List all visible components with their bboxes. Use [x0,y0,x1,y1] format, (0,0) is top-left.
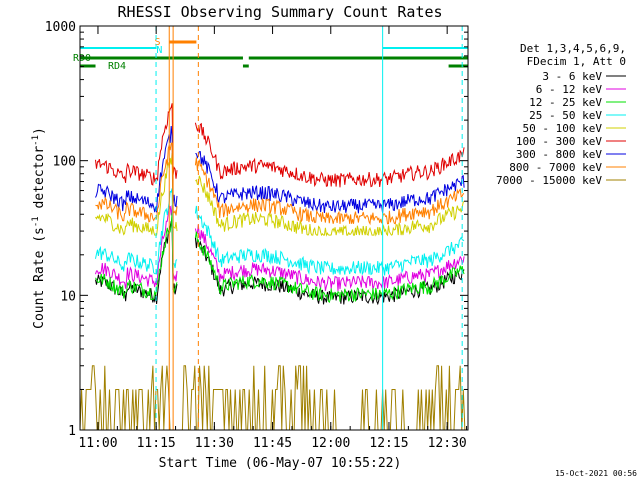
legend-label-4: 50 - 100 keV [523,122,603,135]
legend-label-6: 300 - 800 keV [516,148,602,161]
y-tick-label: 1000 [45,20,76,35]
flag-s-label: S [154,37,160,48]
x-tick-label: 11:00 [78,436,117,451]
x-tick-label: 11:30 [195,436,234,451]
flag-rd0-label: RD0 [73,53,91,64]
series-line-6 [95,125,465,214]
plot-frame [79,25,469,431]
x-tick-label: 12:00 [311,436,350,451]
y-axis-label: Count Rate (s-1 detector-1) [31,127,47,329]
axes: 11:00 11:15 11:30 11:45 12:00 12:15 12:30 1 10 10… [45,20,469,451]
legend-label-7: 800 - 7000 keV [509,161,602,174]
y-tick-label: 10 [60,289,76,304]
flag-rd4-label: RD4 [108,61,126,72]
chart-title: RHESSI Observing Summary Count Rates [117,3,442,21]
x-tick-label: 11:45 [253,436,292,451]
plot-area: SN RD0 RD4 [73,26,468,431]
y-tick-label: 100 [53,155,76,170]
series-line-5 [95,103,465,188]
legend-label-8: 7000 - 15000 keV [496,174,602,187]
legend-label-1: 6 - 12 keV [536,83,603,96]
x-tick-label: 12:30 [428,436,467,451]
legend-label-5: 100 - 300 keV [516,135,602,148]
legend-header-0: Det 1,3,4,5,6,9, [520,42,626,55]
x-axis-label: Start Time (06-May-07 10:55:22) [159,456,402,471]
y-tick-label: 1 [68,424,76,439]
legend-label-3: 25 - 50 keV [529,109,602,122]
legend-header-1: FDecim 1, Att 0 [527,55,626,68]
footer-timestamp: 15-Oct-2021 00:56 [555,469,637,478]
series-line-2 [95,212,465,304]
series-line-3 [95,188,465,276]
flag-n-label: N [156,45,162,56]
series-line-4 [95,153,465,237]
legend-label-2: 12 - 25 keV [529,96,602,109]
legend: Det 1,3,4,5,6,9,FDecim 1, Att 0 3 - 6 keV… [496,42,626,187]
series-line-1 [95,205,465,292]
x-tick-label: 12:15 [369,436,408,451]
legend-label-0: 3 - 6 keV [542,70,602,83]
series-line-7 [95,142,465,226]
series-line-8 [79,365,467,431]
x-tick-label: 11:15 [137,436,176,451]
